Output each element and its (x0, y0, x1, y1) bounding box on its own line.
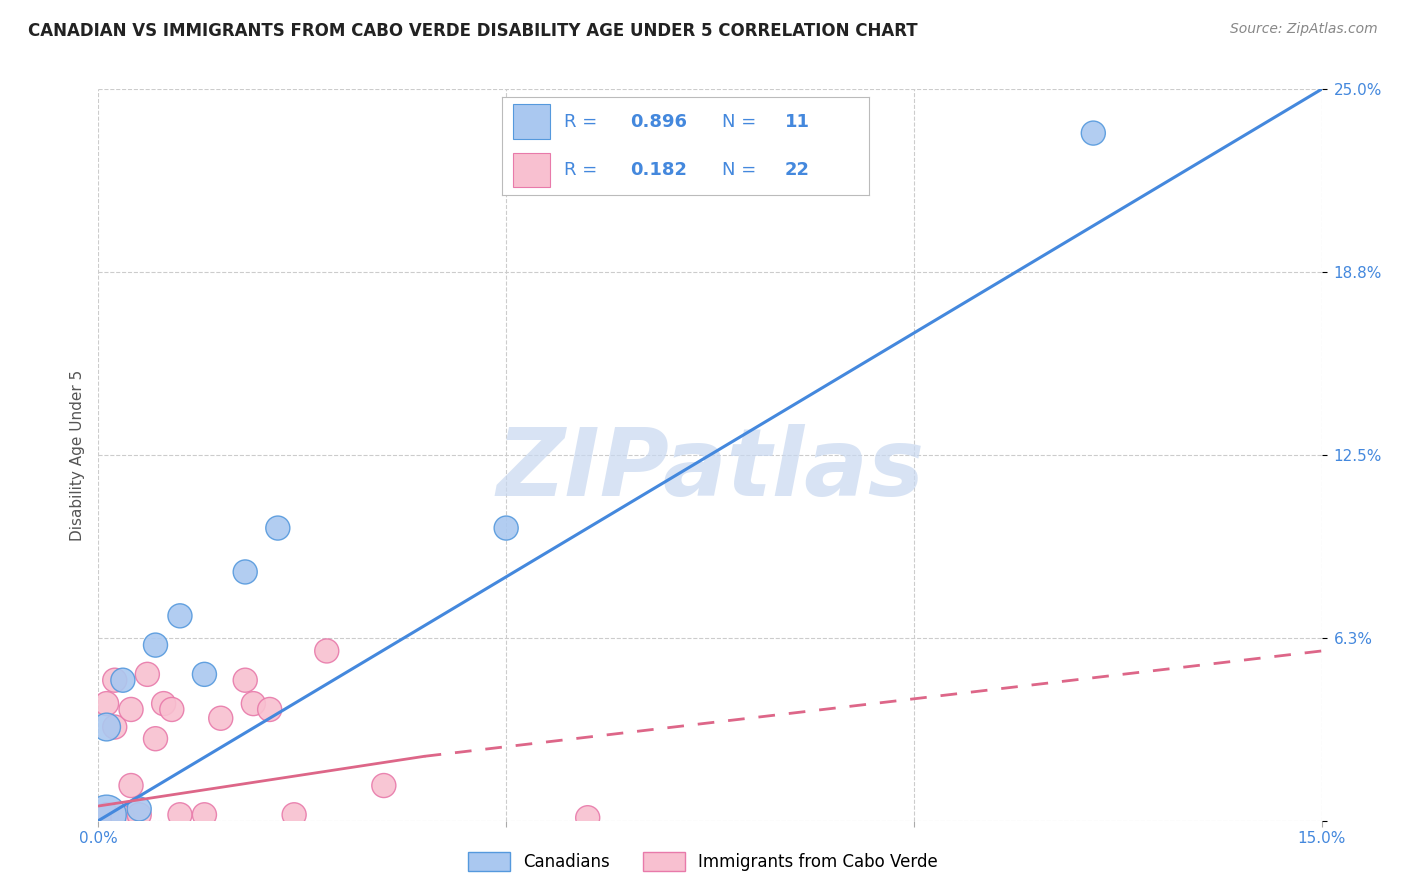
Point (193, 667, 215, 681)
Point (160, 702, 183, 716)
Point (136, 667, 159, 681)
Point (1083, 126, 1105, 140)
Point (315, 644, 337, 658)
Legend: Canadians, Immigrants from Cabo Verde: Canadians, Immigrants from Cabo Verde (460, 843, 946, 880)
Point (104, 720, 127, 734)
Point (152, 697, 174, 711)
Point (576, 811, 599, 825)
Point (233, 565, 256, 579)
Point (128, 807, 150, 822)
Point (145, 638, 167, 652)
Point (283, 807, 305, 822)
Point (120, 702, 142, 716)
Point (242, 697, 264, 711)
Point (128, 802, 150, 816)
Point (111, 673, 134, 688)
Text: CANADIAN VS IMMIGRANTS FROM CABO VERDE DISABILITY AGE UNDER 5 CORRELATION CHART: CANADIAN VS IMMIGRANTS FROM CABO VERDE D… (28, 22, 918, 40)
Point (145, 731, 167, 746)
Point (96, 807, 118, 822)
Point (233, 673, 256, 688)
Point (104, 673, 127, 688)
Point (96, 807, 118, 822)
Point (267, 521, 290, 535)
Point (96, 720, 118, 734)
Text: Source: ZipAtlas.com: Source: ZipAtlas.com (1230, 22, 1378, 37)
Point (111, 811, 134, 825)
Point (193, 807, 215, 822)
Point (495, 521, 517, 535)
Point (373, 779, 395, 793)
Y-axis label: Disability Age Under 5: Disability Age Under 5 (69, 369, 84, 541)
Point (169, 608, 191, 623)
Point (120, 779, 142, 793)
Text: ZIPatlas: ZIPatlas (496, 424, 924, 516)
Point (209, 711, 232, 725)
Point (169, 807, 191, 822)
Point (259, 702, 281, 716)
Point (96, 697, 118, 711)
